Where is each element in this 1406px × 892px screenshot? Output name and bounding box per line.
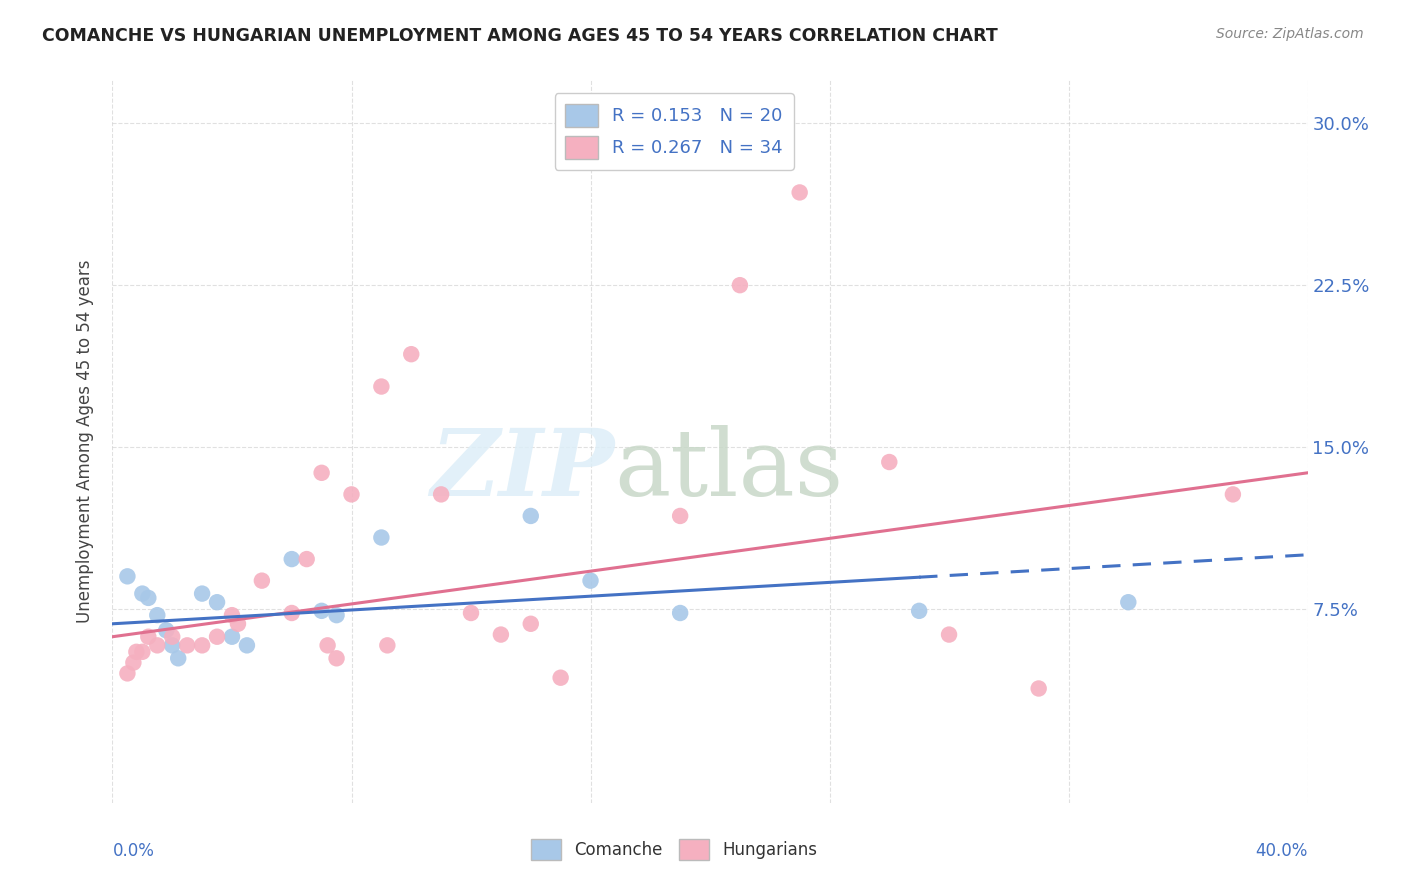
Y-axis label: Unemployment Among Ages 45 to 54 years: Unemployment Among Ages 45 to 54 years [76, 260, 94, 624]
Point [205, 595, 228, 609]
Text: 0.0%: 0.0% [112, 842, 155, 860]
Point [579, 574, 602, 588]
Point [138, 630, 160, 644]
Point [146, 638, 169, 652]
Point [316, 638, 339, 652]
Point [162, 630, 183, 644]
Point [221, 608, 243, 623]
Text: atlas: atlas [614, 425, 844, 516]
Point [325, 651, 347, 665]
Text: COMANCHE VS HUNGARIAN UNEMPLOYMENT AMONG AGES 45 TO 54 YEARS CORRELATION CHART: COMANCHE VS HUNGARIAN UNEMPLOYMENT AMONG… [42, 27, 998, 45]
Point [520, 616, 543, 631]
Text: Source: ZipAtlas.com: Source: ZipAtlas.com [1216, 27, 1364, 41]
Point [191, 586, 214, 600]
Point [1222, 487, 1244, 501]
Point [325, 608, 347, 623]
Point [167, 651, 190, 665]
Point [1118, 595, 1140, 609]
Point [938, 627, 960, 641]
Point [789, 186, 811, 200]
Point [879, 455, 901, 469]
Point [669, 606, 692, 620]
Point [191, 638, 214, 652]
Point [117, 666, 139, 681]
Text: 40.0%: 40.0% [1256, 842, 1308, 860]
Point [377, 638, 399, 652]
Point [401, 347, 423, 361]
Point [146, 608, 169, 623]
Point [295, 552, 318, 566]
Point [728, 278, 751, 293]
Point [281, 552, 304, 566]
Point [489, 627, 512, 641]
Legend: Comanche, Hungarians: Comanche, Hungarians [524, 832, 824, 867]
Point [1028, 681, 1050, 696]
Point [122, 656, 145, 670]
Point [125, 645, 148, 659]
Point [430, 487, 453, 501]
Point [311, 604, 333, 618]
Text: ZIP: ZIP [430, 425, 614, 516]
Point [370, 531, 392, 545]
Point [370, 379, 392, 393]
Point [162, 638, 183, 652]
Point [908, 604, 931, 618]
Point [226, 616, 249, 631]
Point [205, 630, 228, 644]
Point [155, 624, 177, 638]
Point [131, 645, 153, 659]
Point [460, 606, 482, 620]
Point [131, 586, 153, 600]
Point [340, 487, 363, 501]
Point [669, 508, 692, 523]
Point [176, 638, 198, 652]
Point [221, 630, 243, 644]
Point [311, 466, 333, 480]
Point [138, 591, 160, 605]
Point [520, 508, 543, 523]
Point [550, 671, 572, 685]
Point [250, 574, 273, 588]
Point [236, 638, 259, 652]
Point [281, 606, 304, 620]
Point [117, 569, 139, 583]
